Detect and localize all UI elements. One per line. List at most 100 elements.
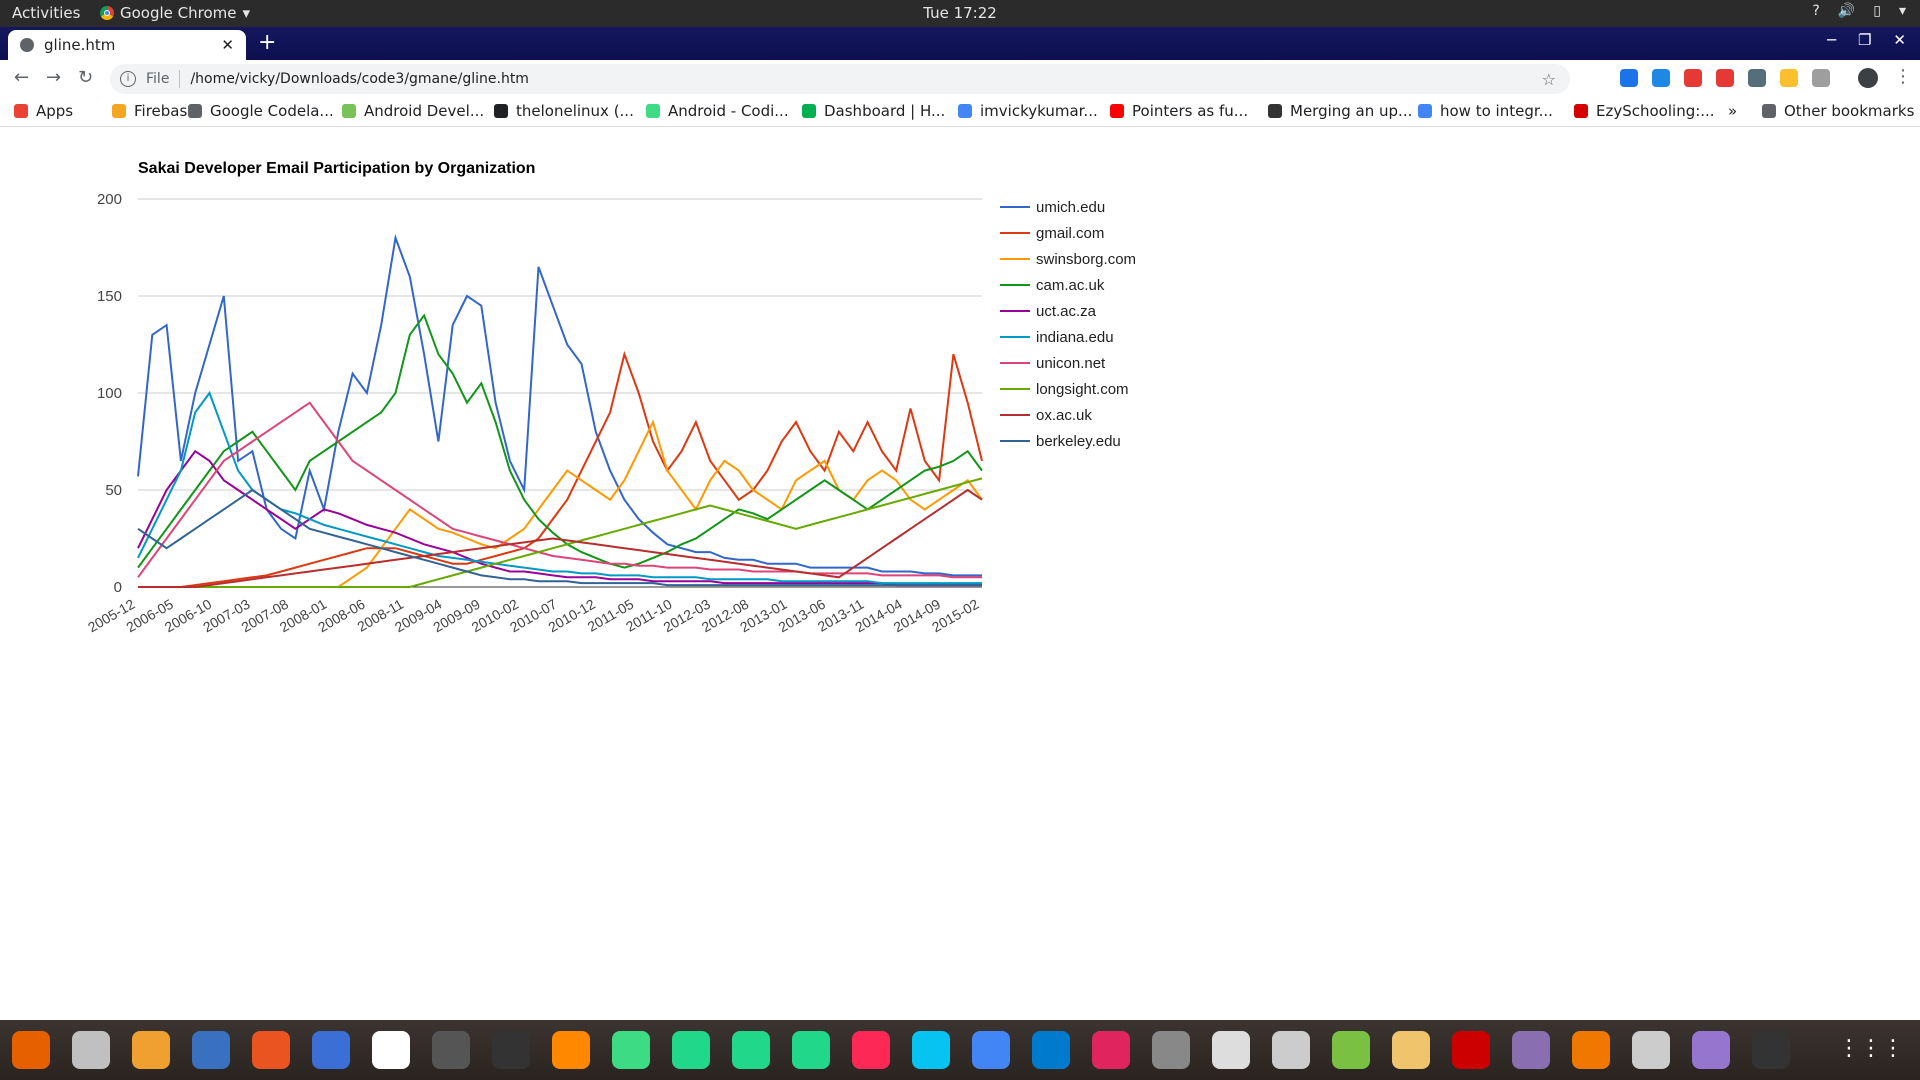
- legend-label: cam.ac.uk: [1036, 277, 1105, 294]
- dock-app-icon[interactable]: [1392, 1031, 1430, 1069]
- extension-icon[interactable]: [1620, 69, 1638, 87]
- clock[interactable]: Tue 17:22: [923, 4, 997, 22]
- dock-app-icon[interactable]: [912, 1031, 950, 1069]
- more-menu-icon[interactable]: ⋮: [1894, 66, 1912, 87]
- profile-avatar[interactable]: [1858, 68, 1878, 88]
- app-menu-label: Google Chrome: [120, 4, 237, 22]
- forward-icon[interactable]: →: [46, 67, 62, 88]
- chart-title: Sakai Developer Email Participation by O…: [138, 160, 536, 177]
- info-icon[interactable]: i: [120, 71, 136, 87]
- y-tick-label: 150: [97, 288, 122, 305]
- bookmark-label: thelonelinux (...: [516, 102, 634, 120]
- app-menu[interactable]: Google Chrome ▾: [100, 4, 250, 22]
- scheme-label: File: [146, 71, 170, 87]
- dock-app-icon[interactable]: [552, 1031, 590, 1069]
- bookmark-item[interactable]: Merging an up...: [1268, 102, 1412, 120]
- bookmark-label: Other bookmarks: [1784, 102, 1915, 120]
- help-icon[interactable]: ?: [1812, 3, 1820, 19]
- bookmark-item[interactable]: how to integr...: [1418, 102, 1553, 120]
- dock-app-icon[interactable]: [72, 1031, 110, 1069]
- dock-app-icon[interactable]: [672, 1031, 710, 1069]
- bookmark-label: Dashboard | H...: [824, 102, 946, 120]
- dock-app-icon[interactable]: [132, 1031, 170, 1069]
- dock-app-icon[interactable]: [1512, 1031, 1550, 1069]
- star-icon[interactable]: ☆: [1541, 69, 1556, 89]
- url-text[interactable]: /home/vicky/Downloads/code3/gmane/gline.…: [190, 71, 529, 87]
- bookmark-item[interactable]: Pointers as fu...: [1110, 102, 1248, 120]
- bookmark-favicon-icon: [14, 104, 28, 118]
- dock-app-icon[interactable]: [1212, 1031, 1250, 1069]
- dock-app-icon[interactable]: [312, 1031, 350, 1069]
- chevron-down-icon[interactable]: ▾: [1898, 3, 1906, 19]
- bookmark-item[interactable]: Android - Codi...: [646, 102, 789, 120]
- more-bookmarks-icon[interactable]: »: [1728, 102, 1738, 120]
- close-icon[interactable]: ✕: [221, 36, 234, 54]
- series-line: [137, 313, 983, 569]
- dock-app-icon[interactable]: [372, 1031, 410, 1069]
- dock-app-icon[interactable]: [1752, 1031, 1790, 1069]
- bookmark-item[interactable]: Other bookmarks: [1762, 102, 1914, 120]
- dock-app-icon[interactable]: [792, 1031, 830, 1069]
- minimize-icon[interactable]: ─: [1826, 31, 1836, 49]
- extension-icon[interactable]: [1652, 69, 1670, 87]
- dock-app-icon[interactable]: [1632, 1031, 1670, 1069]
- close-window-icon[interactable]: ✕: [1893, 31, 1906, 49]
- series-line: [137, 390, 982, 585]
- restore-icon[interactable]: ❐: [1857, 31, 1872, 49]
- bookmark-item[interactable]: Android Devel...: [342, 102, 484, 120]
- bookmark-item[interactable]: thelonelinux (...: [494, 102, 634, 120]
- legend-label: ox.ac.uk: [1036, 407, 1092, 424]
- bookmark-item[interactable]: imvickykumar...: [958, 102, 1098, 120]
- bookmark-favicon-icon: [958, 104, 972, 118]
- dock-app-icon[interactable]: [1152, 1031, 1190, 1069]
- extension-icon[interactable]: [1780, 69, 1798, 87]
- activities-button[interactable]: Activities: [12, 4, 81, 22]
- dock-app-icon[interactable]: [972, 1031, 1010, 1069]
- bookmark-label: how to integr...: [1440, 102, 1553, 120]
- bookmark-item[interactable]: Firebase: [112, 102, 197, 120]
- extension-icon[interactable]: [1684, 69, 1702, 87]
- dock-app-icon[interactable]: [732, 1031, 770, 1069]
- bookmark-favicon-icon: [1268, 104, 1282, 118]
- bookmark-item[interactable]: EzySchooling:...: [1574, 102, 1715, 120]
- legend-label: swinsborg.com: [1036, 251, 1136, 268]
- dock-app-icon[interactable]: [432, 1031, 470, 1069]
- volume-icon[interactable]: 🔊: [1837, 3, 1856, 19]
- tab-gline[interactable]: gline.htm ✕: [8, 30, 246, 60]
- dock-app-icon[interactable]: [1572, 1031, 1610, 1069]
- dock-app-icon[interactable]: [852, 1031, 890, 1069]
- address-bar[interactable]: i File /home/vicky/Downloads/code3/gmane…: [110, 64, 1570, 94]
- dock-app-icon[interactable]: [252, 1031, 290, 1069]
- bookmark-item[interactable]: Google Codela...: [188, 102, 334, 120]
- back-icon[interactable]: ←: [14, 67, 30, 88]
- series-line: [137, 488, 982, 587]
- dock-app-icon[interactable]: [1092, 1031, 1130, 1069]
- show-apps-icon[interactable]: ⋮⋮⋮: [1838, 1036, 1904, 1061]
- dock-app-icon[interactable]: [492, 1031, 530, 1069]
- bookmark-item[interactable]: Apps: [14, 102, 73, 120]
- y-tick-label: 200: [97, 191, 122, 208]
- dock-app-icon[interactable]: [1692, 1031, 1730, 1069]
- extension-icon[interactable]: [1716, 69, 1734, 87]
- extension-icon[interactable]: [1748, 69, 1766, 87]
- dock-app-icon[interactable]: [612, 1031, 650, 1069]
- dock-app-icon[interactable]: [192, 1031, 230, 1069]
- new-tab-button[interactable]: +: [258, 30, 277, 55]
- dock-app-icon[interactable]: [1032, 1031, 1070, 1069]
- bookmark-favicon-icon: [1110, 104, 1124, 118]
- dock-app-icon[interactable]: [1452, 1031, 1490, 1069]
- clock-container: Tue 17:22: [0, 4, 1920, 22]
- bookmark-item[interactable]: Dashboard | H...: [802, 102, 945, 120]
- chevron-down-icon: ▾: [242, 4, 251, 22]
- extensions-area: [1620, 69, 1830, 87]
- legend-label: indiana.edu: [1036, 329, 1114, 346]
- battery-icon[interactable]: ▯: [1873, 3, 1881, 19]
- reload-icon[interactable]: ↻: [78, 67, 94, 88]
- dock-app-icon[interactable]: [1332, 1031, 1370, 1069]
- legend-label: uct.ac.za: [1036, 303, 1097, 320]
- dock-app-icon[interactable]: [1272, 1031, 1310, 1069]
- system-tray[interactable]: ? 🔊 ▯ ▾: [1812, 3, 1906, 19]
- dock-app-icon[interactable]: [12, 1031, 50, 1069]
- extension-icon[interactable]: [1812, 69, 1830, 87]
- window-controls: ─ ❐ ✕: [1827, 31, 1906, 49]
